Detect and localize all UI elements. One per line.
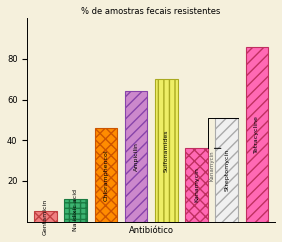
- Bar: [185, 148, 208, 222]
- Text: Sulfonamides: Sulfonamides: [164, 129, 169, 172]
- Text: Streptomycin: Streptomycin: [224, 149, 229, 191]
- X-axis label: Antibiótico: Antibiótico: [129, 226, 174, 235]
- Bar: [34, 212, 57, 222]
- Bar: [125, 91, 147, 222]
- Title: % de amostras fecais resistentes: % de amostras fecais resistentes: [81, 7, 221, 16]
- Text: Kanamycin: Kanamycin: [194, 167, 199, 202]
- Text: Ampicilin: Ampicilin: [134, 142, 138, 171]
- Text: Chloramphencol: Chloramphencol: [103, 149, 108, 201]
- Bar: [64, 199, 87, 222]
- Text: Tetracycline: Tetracycline: [254, 115, 259, 153]
- Text: Gentamicin: Gentamicin: [43, 198, 48, 235]
- Text: Nalidixic acid: Nalidixic acid: [73, 189, 78, 231]
- Bar: [94, 128, 117, 222]
- Bar: [155, 79, 178, 222]
- Bar: [215, 118, 238, 222]
- Text: Kanamycin: Kanamycin: [209, 150, 214, 181]
- Bar: [246, 47, 268, 222]
